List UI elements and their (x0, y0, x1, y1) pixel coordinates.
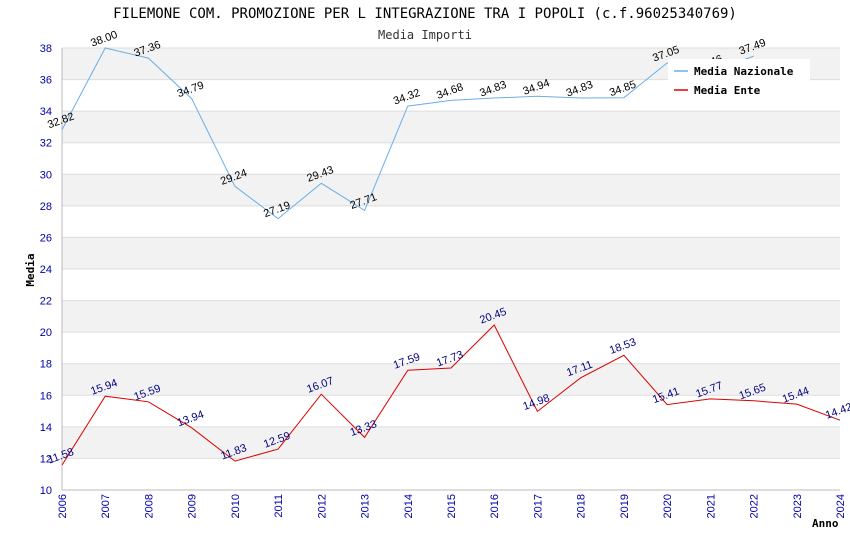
plot-band (62, 237, 840, 269)
series-line-media-nazionale (61, 47, 754, 220)
data-label: 38.00 (89, 29, 119, 50)
legend-label-media-nazionale: Media Nazionale (694, 65, 794, 78)
y-tick-label: 20 (40, 327, 52, 339)
legend-box (668, 59, 810, 103)
x-tick-label: 2024 (835, 494, 847, 518)
plot-band (62, 395, 840, 427)
y-axis-label: Media (24, 253, 37, 286)
x-tick-label: 2022 (749, 494, 761, 518)
plot-band (62, 205, 840, 238)
y-tick-label: 10 (40, 485, 52, 497)
chart-title: FILEMONE COM. PROMOZIONE PER L INTEGRAZI… (113, 6, 737, 22)
series-lines (61, 47, 841, 466)
plot-band (62, 300, 840, 333)
x-tick-label: 2015 (446, 494, 458, 518)
x-tick-label: 2016 (489, 494, 501, 518)
x-tick-label: 2018 (576, 494, 588, 518)
x-tick-label: 2012 (316, 494, 328, 518)
y-tick-label: 18 (40, 359, 52, 371)
x-axis-label: Anno (812, 517, 839, 530)
x-tick-label: 2009 (187, 494, 199, 518)
y-tick-label: 24 (40, 264, 52, 276)
x-tick-label: 2008 (143, 494, 155, 518)
plot-band (62, 142, 840, 175)
x-tick-label: 2010 (230, 494, 242, 518)
series-line-media-ente (61, 324, 841, 466)
plot-band (62, 111, 840, 143)
plot-band (62, 426, 840, 459)
y-tick-label: 14 (40, 422, 52, 434)
x-tick-label: 2023 (792, 494, 804, 518)
grid-lines (61, 47, 840, 491)
y-tick-label: 12 (40, 453, 52, 465)
x-tick-label: 2014 (403, 494, 415, 518)
x-tick-label: 2011 (273, 494, 285, 518)
y-axis-ticks: 10 12 14 16 18 20 22 24 26 28 30 32 34 36 38 (40, 43, 52, 497)
x-tick-label: 2017 (532, 494, 544, 518)
legend: Media Nazionale Media Ente (668, 59, 810, 103)
y-tick-label: 36 (40, 75, 52, 87)
y-tick-label: 32 (40, 138, 52, 150)
plot-band (62, 363, 840, 396)
y-tick-label: 30 (40, 169, 52, 181)
x-tick-label: 2007 (100, 494, 112, 518)
plot-band (62, 332, 840, 364)
plot-band (62, 269, 840, 301)
chart-subtitle: Media Importi (378, 28, 472, 42)
y-tick-label: 28 (40, 201, 52, 213)
x-tick-label: 2006 (57, 494, 69, 518)
legend-label-media-ente: Media Ente (694, 84, 761, 97)
x-tick-label: 2021 (705, 494, 717, 518)
x-tick-label: 2013 (360, 494, 372, 518)
y-tick-label: 26 (40, 232, 52, 244)
y-tick-label: 16 (40, 390, 52, 402)
x-tick-label: 2020 (662, 494, 674, 518)
plot-bands (62, 48, 840, 490)
plot-band (62, 458, 840, 490)
y-tick-label: 34 (40, 106, 52, 118)
y-tick-label: 22 (40, 296, 52, 308)
x-axis-ticks: 2006 2007 2008 2009 2010 2011 2012 2013 2014 2015… (57, 494, 847, 518)
plot-band (62, 174, 840, 206)
y-tick-label: 38 (40, 43, 52, 55)
x-tick-label: 2019 (619, 494, 631, 518)
